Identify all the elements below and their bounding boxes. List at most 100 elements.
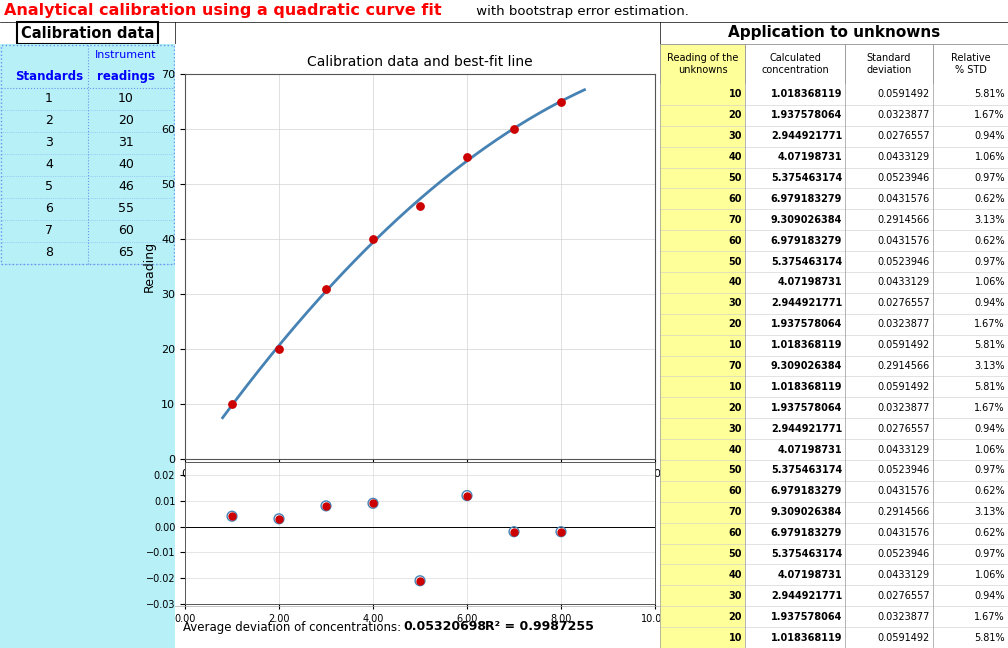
- Bar: [745, 44, 845, 84]
- Bar: [845, 105, 933, 126]
- Text: 5.375463174: 5.375463174: [771, 465, 842, 476]
- Point: [459, 152, 475, 162]
- Point: [412, 575, 428, 586]
- Bar: [660, 105, 745, 126]
- Text: 0.94%: 0.94%: [975, 298, 1005, 308]
- Y-axis label: Reading: Reading: [142, 241, 155, 292]
- Bar: [845, 627, 933, 648]
- Point: [365, 498, 381, 509]
- Text: 0.94%: 0.94%: [975, 591, 1005, 601]
- Bar: [933, 334, 1008, 356]
- Point: [365, 498, 381, 509]
- Text: 60: 60: [729, 194, 742, 204]
- Point: [224, 511, 240, 522]
- Text: 0.0523946: 0.0523946: [878, 257, 930, 266]
- Bar: [845, 544, 933, 564]
- Text: 6.979183279: 6.979183279: [771, 528, 842, 538]
- Bar: [933, 146, 1008, 168]
- Bar: [933, 105, 1008, 126]
- Bar: [845, 44, 933, 84]
- Text: 0.97%: 0.97%: [975, 549, 1005, 559]
- Bar: [933, 607, 1008, 627]
- Text: 50: 50: [729, 465, 742, 476]
- Text: 60: 60: [729, 236, 742, 246]
- Text: 50: 50: [729, 257, 742, 266]
- Text: 70: 70: [729, 507, 742, 517]
- Text: 6.979183279: 6.979183279: [771, 236, 842, 246]
- Bar: [660, 84, 745, 105]
- Bar: [933, 627, 1008, 648]
- Text: 3.13%: 3.13%: [975, 361, 1005, 371]
- Bar: [933, 544, 1008, 564]
- Text: 60: 60: [729, 528, 742, 538]
- Text: Reading of the
unknowns: Reading of the unknowns: [667, 53, 738, 75]
- Bar: [933, 418, 1008, 439]
- Bar: [745, 84, 845, 105]
- Text: Instrument: Instrument: [95, 50, 157, 60]
- Text: 20: 20: [729, 403, 742, 413]
- Text: 0.05320698: 0.05320698: [403, 621, 486, 634]
- Text: 1.937578064: 1.937578064: [771, 612, 842, 621]
- Text: 40: 40: [118, 159, 134, 172]
- Bar: [745, 564, 845, 585]
- Bar: [933, 44, 1008, 84]
- Bar: [660, 564, 745, 585]
- Text: Analytical calibration using a quadratic curve fit: Analytical calibration using a quadratic…: [4, 3, 442, 19]
- X-axis label: Standards: Standards: [388, 484, 452, 497]
- Text: 0.0523946: 0.0523946: [878, 465, 930, 476]
- Text: 55: 55: [118, 202, 134, 216]
- Bar: [660, 334, 745, 356]
- Text: 1.67%: 1.67%: [975, 612, 1005, 621]
- Point: [506, 124, 522, 134]
- Text: 2.944921771: 2.944921771: [771, 298, 842, 308]
- Bar: [660, 209, 745, 230]
- Bar: [660, 126, 745, 146]
- Text: 5.375463174: 5.375463174: [771, 257, 842, 266]
- Text: 0.2914566: 0.2914566: [878, 507, 930, 517]
- Text: 5.375463174: 5.375463174: [771, 549, 842, 559]
- Bar: [933, 314, 1008, 334]
- Text: 0.62%: 0.62%: [975, 236, 1005, 246]
- Point: [553, 527, 570, 537]
- Text: 5.375463174: 5.375463174: [771, 173, 842, 183]
- Bar: [933, 230, 1008, 251]
- Point: [318, 501, 334, 511]
- Bar: [745, 189, 845, 209]
- Text: 0.0276557: 0.0276557: [877, 298, 930, 308]
- Bar: [845, 126, 933, 146]
- Bar: [845, 84, 933, 105]
- Text: 0.0323877: 0.0323877: [878, 612, 930, 621]
- Text: 0.2914566: 0.2914566: [878, 361, 930, 371]
- Text: 30: 30: [729, 298, 742, 308]
- Bar: [845, 356, 933, 376]
- Text: 1.937578064: 1.937578064: [771, 319, 842, 329]
- Text: 3.13%: 3.13%: [975, 214, 1005, 225]
- Text: 3.13%: 3.13%: [975, 507, 1005, 517]
- Text: 60: 60: [118, 224, 134, 238]
- Bar: [845, 418, 933, 439]
- Bar: [933, 189, 1008, 209]
- Point: [224, 511, 240, 522]
- Point: [318, 283, 334, 294]
- Bar: [660, 189, 745, 209]
- Bar: [745, 168, 845, 189]
- Bar: [660, 481, 745, 502]
- Text: 0.0431576: 0.0431576: [878, 194, 930, 204]
- Text: 0.0323877: 0.0323877: [878, 319, 930, 329]
- Bar: [745, 607, 845, 627]
- Bar: [745, 126, 845, 146]
- Text: 0.97%: 0.97%: [975, 173, 1005, 183]
- Bar: [845, 209, 933, 230]
- Text: 1.937578064: 1.937578064: [771, 110, 842, 121]
- Text: 30: 30: [729, 591, 742, 601]
- Text: 0.62%: 0.62%: [975, 194, 1005, 204]
- Text: 46: 46: [118, 181, 134, 194]
- Bar: [660, 314, 745, 334]
- Point: [271, 344, 287, 354]
- Title: Calibration data and best-fit line: Calibration data and best-fit line: [307, 54, 533, 69]
- Text: 2.944921771: 2.944921771: [771, 132, 842, 141]
- Bar: [933, 439, 1008, 460]
- Text: 8: 8: [45, 246, 53, 259]
- Bar: [933, 272, 1008, 293]
- Bar: [845, 397, 933, 418]
